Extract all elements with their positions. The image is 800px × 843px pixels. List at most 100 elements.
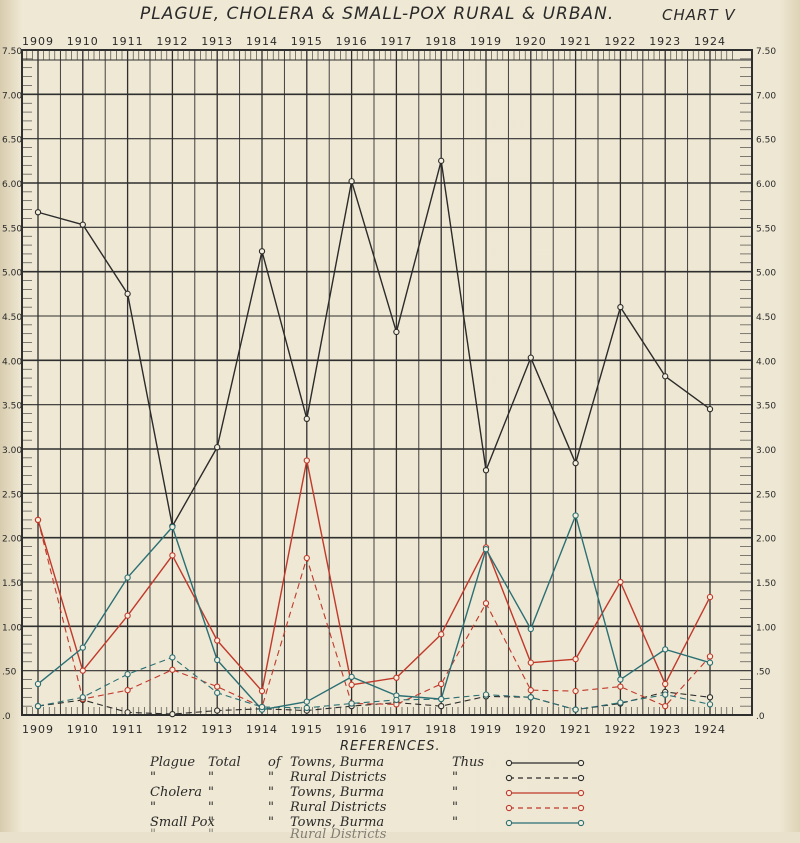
legend-total: "	[208, 800, 214, 815]
legend-swatch-marker	[505, 774, 513, 782]
data-point	[706, 653, 714, 660]
data-point	[482, 546, 490, 553]
y-tick-label-left: 1.00	[2, 623, 22, 633]
x-tick-label-top: 1909	[22, 35, 54, 48]
legend-of: "	[268, 785, 274, 800]
legend-disease: Plague	[150, 755, 196, 770]
data-point	[393, 328, 400, 336]
data-point	[706, 405, 714, 413]
data-point	[348, 681, 355, 689]
data-point	[572, 706, 579, 713]
data-point	[617, 683, 624, 690]
data-point	[258, 703, 266, 711]
x-tick-label-bottom: 1912	[156, 723, 188, 736]
data-point	[124, 612, 131, 619]
legend-swatch-marker	[505, 759, 513, 767]
legend-swatch-marker	[577, 759, 585, 767]
y-tick-label-right: 3.50	[756, 402, 776, 412]
legend-total: "	[208, 815, 214, 830]
y-tick-label-left: 6.00	[2, 180, 22, 190]
y-tick-label-left: .0	[2, 712, 11, 722]
series-line	[37, 691, 711, 715]
x-tick-label-bottom: 1916	[336, 723, 368, 736]
data-point	[214, 689, 221, 696]
data-point	[214, 707, 221, 714]
series-line	[37, 519, 711, 708]
x-tick-label-top: 1912	[156, 35, 188, 48]
data-point	[348, 178, 355, 185]
x-tick-label-top: 1923	[649, 35, 681, 48]
data-point	[79, 221, 86, 228]
y-tick-label-left: .50	[2, 668, 17, 678]
legend-swatch-marker	[505, 819, 513, 827]
y-tick-label-left: 4.00	[2, 357, 22, 367]
legend-swatch-plague-towns	[505, 759, 585, 767]
x-tick-label-top: 1922	[604, 35, 636, 48]
x-tick-label-bottom: 1914	[246, 723, 278, 736]
legend-of: "	[268, 815, 274, 830]
data-point	[617, 303, 624, 311]
legend-of: of	[268, 755, 281, 770]
x-tick-label-bottom: 1915	[291, 723, 323, 736]
data-point	[124, 709, 131, 716]
y-tick-label-right: .0	[756, 712, 765, 722]
data-point	[303, 554, 310, 562]
x-tick-label-top: 1910	[67, 35, 99, 48]
data-point	[348, 673, 355, 681]
legend-total: "	[208, 785, 214, 800]
data-point	[169, 666, 176, 673]
data-point	[482, 691, 490, 698]
legend-total: "	[208, 827, 214, 842]
x-tick-label-top: 1914	[246, 35, 278, 48]
legend-swatch-marker	[505, 804, 513, 812]
data-point	[393, 674, 400, 681]
y-tick-label-left: 1.50	[2, 579, 22, 589]
data-point	[303, 704, 310, 712]
data-point	[527, 687, 534, 694]
legend-row: " " " Rural Districts "	[150, 770, 600, 786]
y-tick-label-right: 1.50	[756, 579, 776, 589]
data-point	[527, 694, 534, 701]
y-tick-label-right: 6.50	[756, 136, 776, 146]
data-point	[393, 696, 400, 704]
data-point	[169, 552, 176, 559]
x-tick-label-bottom: 1923	[649, 723, 681, 736]
legend-swatch-marker	[577, 789, 585, 797]
series-line	[37, 160, 711, 527]
data-point	[214, 444, 221, 451]
legend-swatch-cholera-rural	[505, 804, 585, 812]
legend-swatch-cholera-towns	[505, 789, 585, 797]
legend-thus: "	[452, 770, 458, 785]
legend-disease: Small Pox	[150, 815, 215, 830]
data-point	[34, 680, 42, 688]
legend-row: Cholera " " Towns, Burma "	[150, 785, 600, 801]
y-tick-label-right: 3.00	[756, 446, 776, 456]
x-tick-label-top: 1913	[201, 35, 233, 48]
y-axis-labels: .0 .50 1.00 1.50 2.00 2.50 3.00 3.50 4.00 4.50 5.0…	[2, 47, 776, 722]
legend-row: Small Pox " " Towns, Burma "	[150, 815, 600, 831]
x-tick-label-bottom: 1910	[67, 723, 99, 736]
x-tick-label-top: 1924	[694, 35, 726, 48]
legend-row: " " Rural Districts	[150, 827, 600, 843]
chart-title: PLAGUE, CHOLERA & SMALL-POX RURAL & URBA…	[140, 4, 615, 24]
x-tick-label-bottom: 1918	[425, 723, 457, 736]
data-point	[34, 516, 42, 524]
data-point	[706, 659, 714, 666]
data-point	[662, 646, 669, 653]
series-line	[37, 656, 711, 711]
legend-swatch-smallpox-towns	[505, 819, 585, 827]
y-tick-label-right: .50	[756, 668, 771, 678]
data-point	[572, 655, 579, 663]
y-tick-label-right: 5.00	[756, 269, 776, 279]
legend-thus: "	[452, 800, 458, 815]
grid	[22, 49, 752, 716]
data-point	[662, 373, 669, 380]
series-6	[34, 654, 714, 713]
x-tick-label-bottom: 1924	[694, 723, 726, 736]
data-point	[348, 700, 355, 707]
y-tick-label-right: 7.00	[756, 91, 776, 101]
data-point	[572, 512, 579, 519]
x-tick-label-bottom: 1919	[470, 723, 502, 736]
x-tick-label-bottom: 1909	[22, 723, 54, 736]
data-point	[706, 593, 714, 601]
